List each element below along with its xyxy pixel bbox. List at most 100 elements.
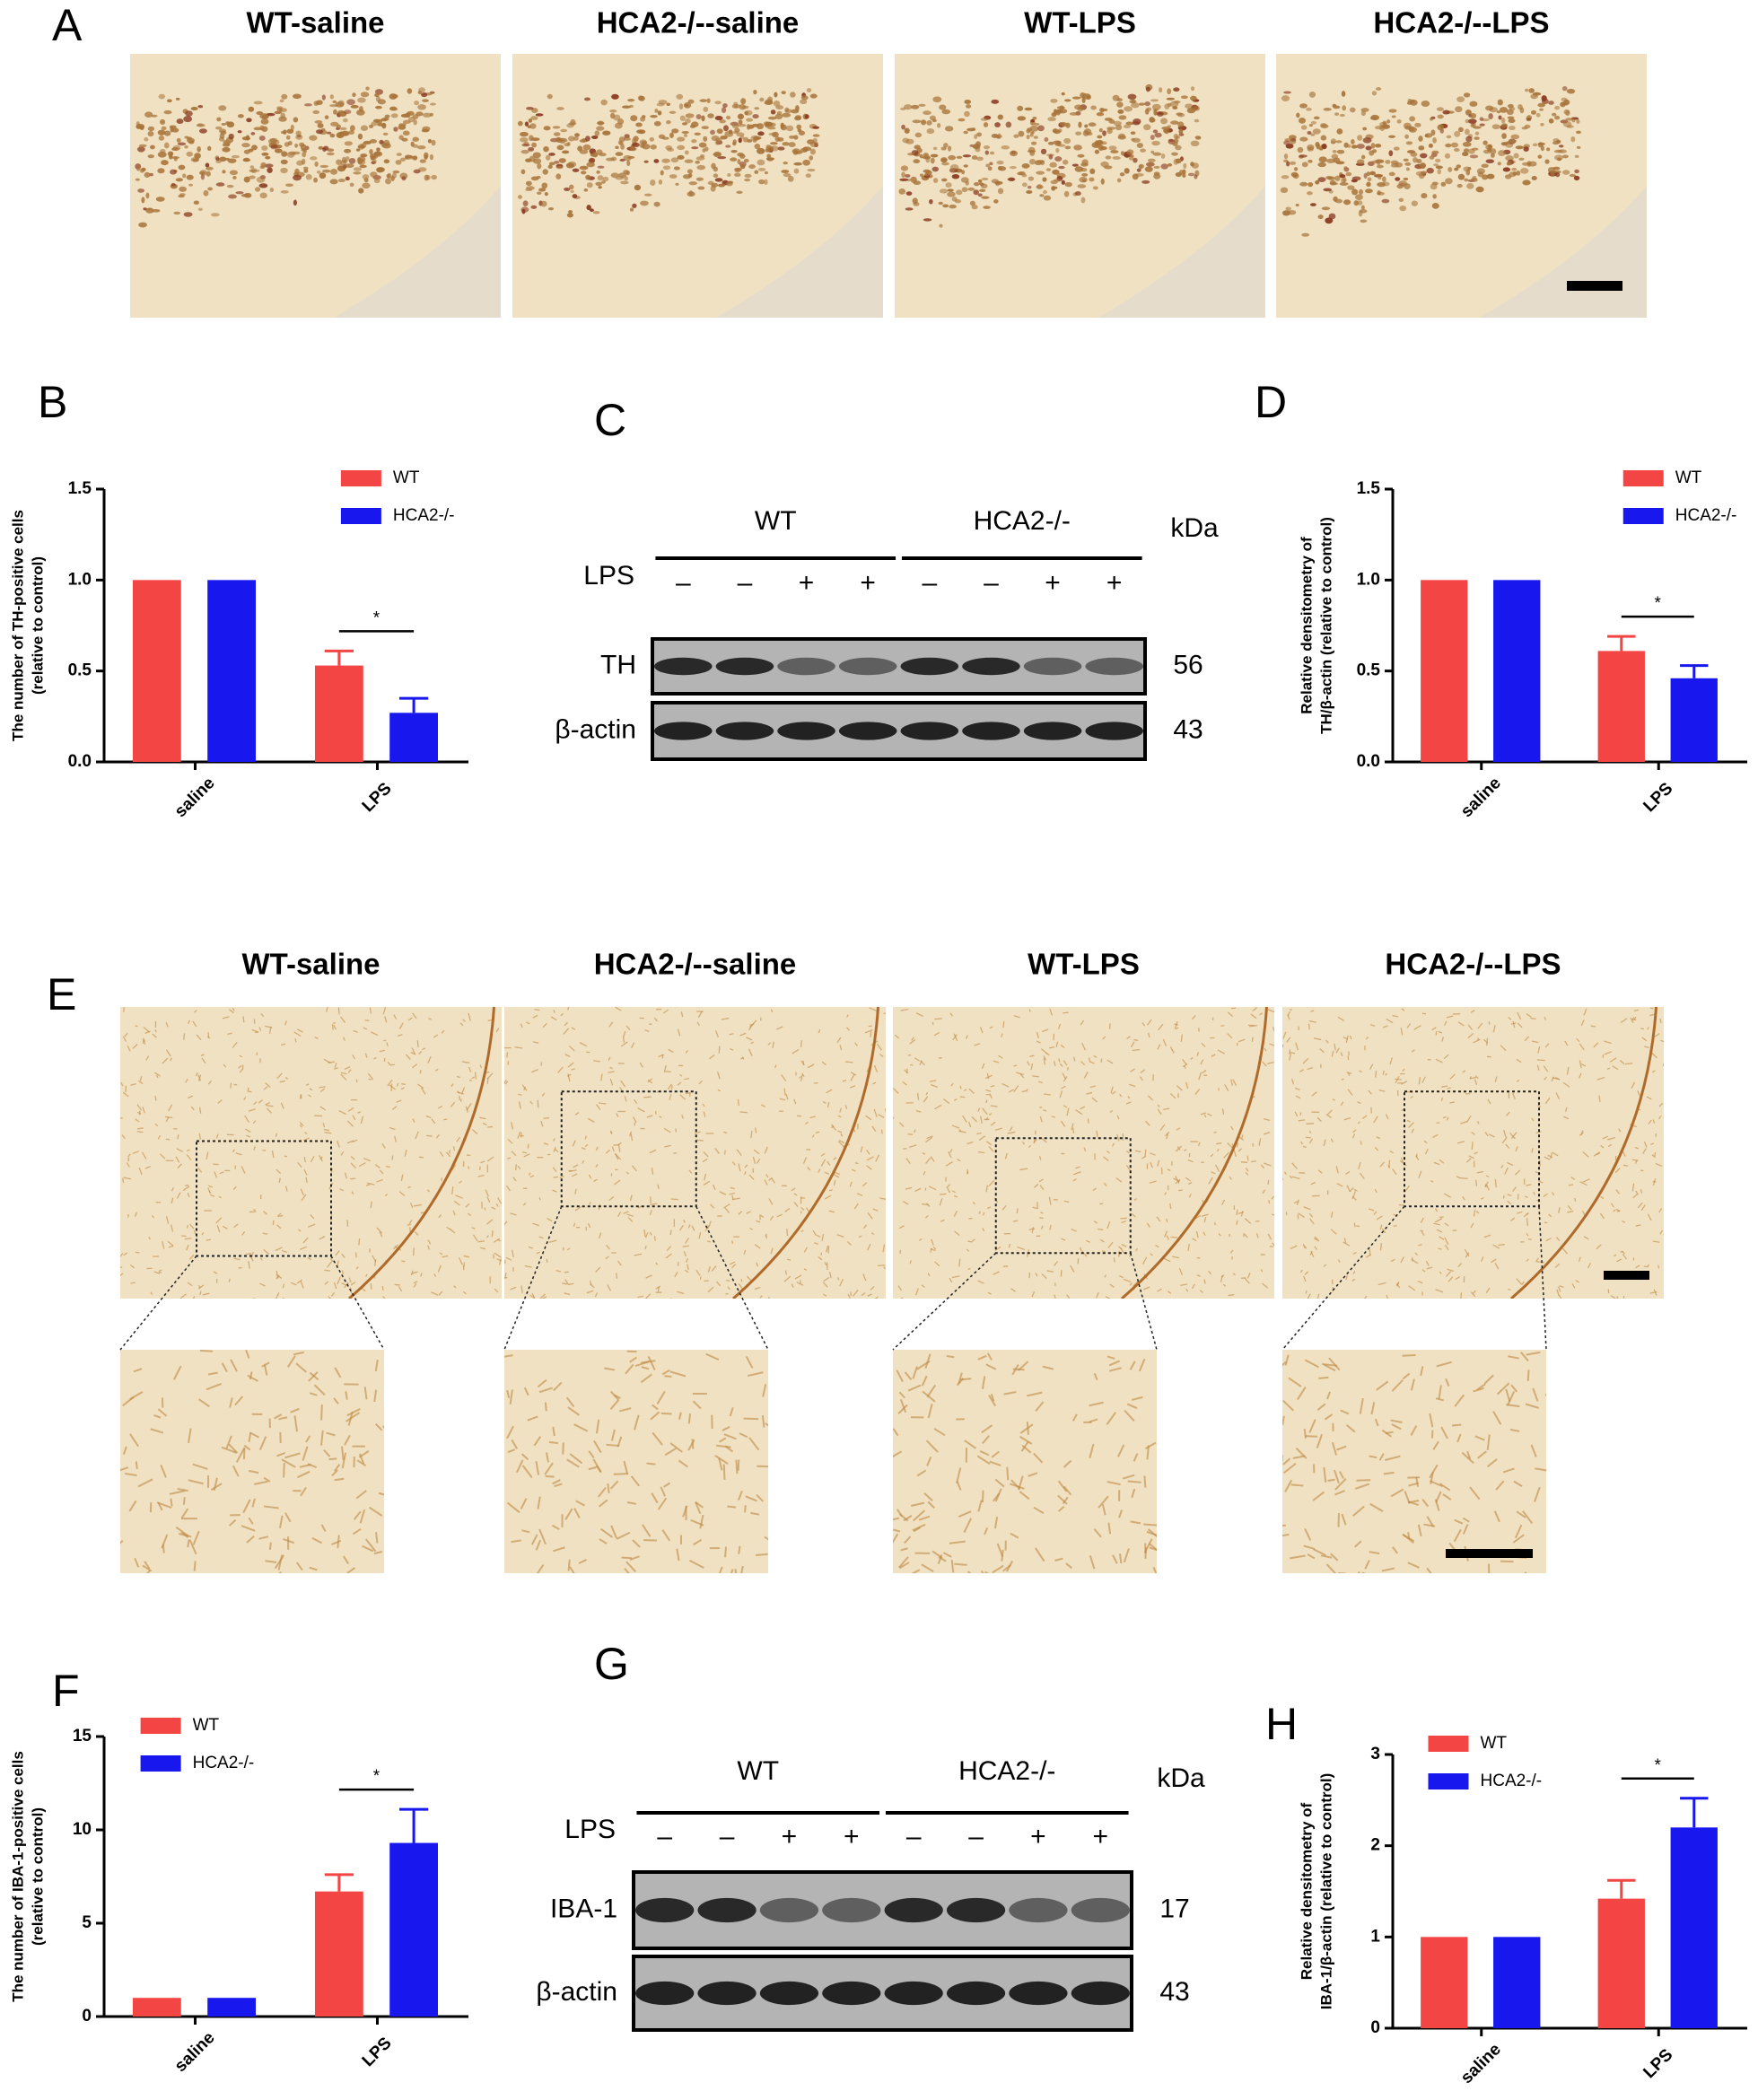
y-axis-label: (relative to control) (29, 556, 46, 695)
stained-cell (568, 122, 576, 125)
stained-cell (1308, 160, 1312, 163)
stained-process (859, 1236, 862, 1237)
stained-cell (598, 166, 605, 169)
stained-cell (1153, 129, 1158, 133)
stained-process (1281, 1455, 1282, 1465)
stained-cell (1104, 165, 1113, 169)
stained-cell (567, 213, 573, 217)
stained-cell (777, 111, 783, 115)
stained-cell (1470, 113, 1476, 118)
stained-cell (1565, 118, 1573, 120)
stained-cell (1430, 118, 1433, 121)
stained-cell (207, 146, 211, 151)
stained-cell (687, 100, 694, 104)
legend-label: WT (393, 468, 420, 487)
blot-band (1071, 1982, 1130, 2005)
stained-cell (1388, 136, 1395, 138)
stained-cell (713, 152, 722, 157)
stained-cell (1498, 162, 1501, 165)
stained-cell (1030, 131, 1034, 134)
stained-cell (179, 165, 186, 171)
stained-cell (1492, 124, 1500, 129)
bar (207, 1998, 256, 2017)
stained-cell (147, 208, 152, 211)
stained-process (270, 1572, 281, 1584)
stained-cell (929, 199, 933, 205)
stained-cell (1319, 156, 1327, 162)
stained-cell (984, 122, 988, 127)
stained-cell (899, 179, 908, 181)
stained-cell (562, 151, 569, 154)
tissue (120, 1007, 502, 1299)
stained-cell (1290, 162, 1296, 165)
stained-cell (1528, 88, 1535, 93)
stained-cell (1537, 103, 1545, 108)
stained-process (166, 1139, 170, 1140)
legend-label: WT (1481, 1734, 1508, 1753)
stained-cell (361, 92, 369, 97)
stained-cell (295, 130, 301, 136)
blot-band (1085, 722, 1143, 739)
y-axis-label: The number of TH-positive cells (9, 510, 26, 741)
stained-process (932, 1022, 933, 1025)
stained-cell (251, 144, 258, 150)
stained-cell (577, 145, 582, 151)
stained-cell (598, 175, 604, 180)
stained-cell (1412, 200, 1418, 206)
stained-cell (671, 157, 679, 162)
stained-process (845, 1062, 853, 1063)
stained-cell (714, 101, 722, 104)
stained-process (692, 1439, 693, 1448)
stained-cell (163, 110, 171, 114)
stained-cell (927, 128, 935, 134)
stained-cell (285, 183, 293, 187)
stained-cell (1406, 168, 1410, 171)
stained-cell (622, 105, 631, 108)
stained-cell (748, 164, 756, 169)
stained-cell (1131, 100, 1136, 104)
stained-cell (1194, 174, 1197, 179)
stained-process (1389, 1160, 1390, 1168)
stained-process (1328, 1480, 1335, 1481)
micrograph-content (130, 54, 501, 318)
lane-sign: + (860, 568, 876, 598)
stained-cell (1563, 121, 1571, 127)
legend-swatch (341, 508, 381, 524)
stained-cell (401, 176, 406, 180)
stained-process (454, 1146, 455, 1151)
stained-cell (215, 157, 219, 161)
stained-cell (261, 118, 269, 125)
stained-cell (1335, 140, 1342, 143)
stained-cell (320, 165, 328, 168)
stained-cell (1077, 106, 1083, 111)
stained-cell (905, 127, 910, 133)
stained-process (787, 1229, 788, 1236)
stained-cell (384, 159, 389, 163)
stained-process (1143, 1524, 1159, 1525)
stained-cell (781, 170, 789, 173)
stained-cell (805, 114, 809, 118)
stained-cell (1376, 87, 1381, 91)
stained-cell (348, 130, 354, 135)
stained-cell (632, 143, 640, 147)
stained-cell (281, 160, 288, 165)
stained-process (738, 1099, 739, 1106)
legend-swatch (1623, 470, 1664, 486)
stained-cell (1075, 191, 1081, 196)
stained-cell (199, 170, 207, 176)
stained-process (739, 1112, 747, 1113)
stained-cell (710, 130, 715, 136)
stained-cell (1170, 101, 1179, 108)
stained-cell (948, 145, 951, 151)
stained-process (1147, 1445, 1148, 1459)
stained-cell (1031, 142, 1036, 145)
stained-cell (810, 142, 818, 147)
stained-cell (979, 189, 985, 192)
stained-cell (966, 181, 969, 186)
stained-cell (1470, 154, 1479, 158)
stained-cell (788, 142, 795, 147)
stained-process (960, 1097, 966, 1098)
stained-cell (1347, 144, 1351, 148)
stained-cell (228, 195, 237, 199)
stained-cell (774, 92, 777, 98)
